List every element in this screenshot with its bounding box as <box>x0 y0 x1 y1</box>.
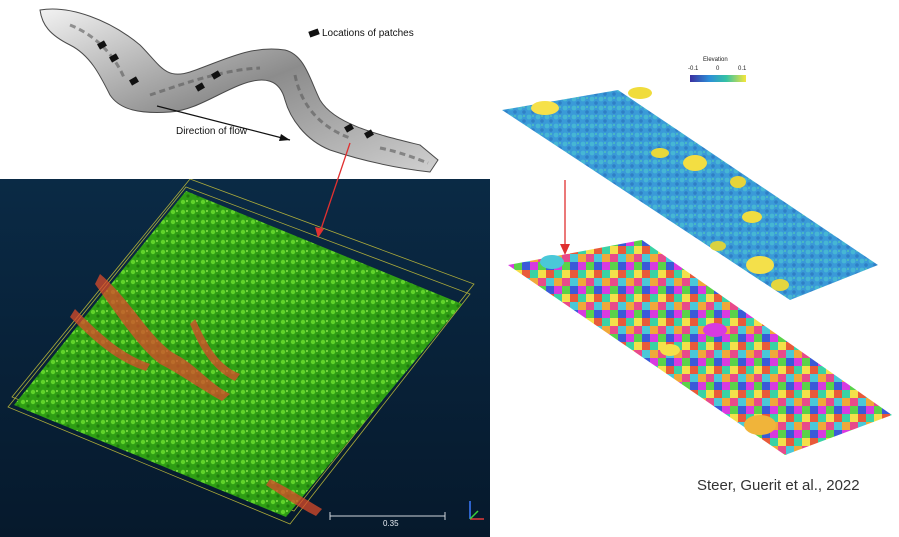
point-cloud-viewer <box>0 179 490 537</box>
riverbed-point-cloud <box>14 191 462 517</box>
bounding-box <box>7 179 475 525</box>
scale-bar-value: 0.35 <box>383 519 399 528</box>
patch-marker <box>97 40 107 50</box>
river-channel-map <box>39 8 439 173</box>
colorbar <box>690 75 746 82</box>
elevated-grains <box>531 87 789 291</box>
flow-direction-arrow <box>156 105 291 141</box>
colorbar-title: Elevation <box>703 57 728 63</box>
flow-direction-label: Direction of flow <box>176 126 248 137</box>
colorbar-tick: -0.1 <box>688 66 699 72</box>
patch-marker <box>211 70 221 80</box>
scale-bar <box>329 512 446 520</box>
patch-marker <box>344 123 354 133</box>
patch-marker <box>195 82 205 92</box>
river-texture <box>69 23 429 165</box>
high-elevation-points <box>70 274 322 516</box>
elevation-patch <box>502 90 878 300</box>
axis-triad-icon <box>469 501 484 520</box>
colorbar-tick: 0.1 <box>738 66 747 72</box>
grain-segmentation <box>508 240 892 455</box>
large-grains <box>540 255 776 435</box>
patch-markers <box>97 40 374 139</box>
colorbar-tick: 0 <box>716 66 720 72</box>
citation: Steer, Guerit et al., 2022 <box>697 477 860 494</box>
legend-label: Locations of patches <box>322 28 414 39</box>
legend-marker-icon <box>308 28 320 38</box>
patch-marker <box>364 129 374 139</box>
patch-marker <box>109 53 119 63</box>
segmented-patch <box>508 240 892 455</box>
patch-marker <box>129 76 139 86</box>
elevation-surface <box>502 75 878 300</box>
